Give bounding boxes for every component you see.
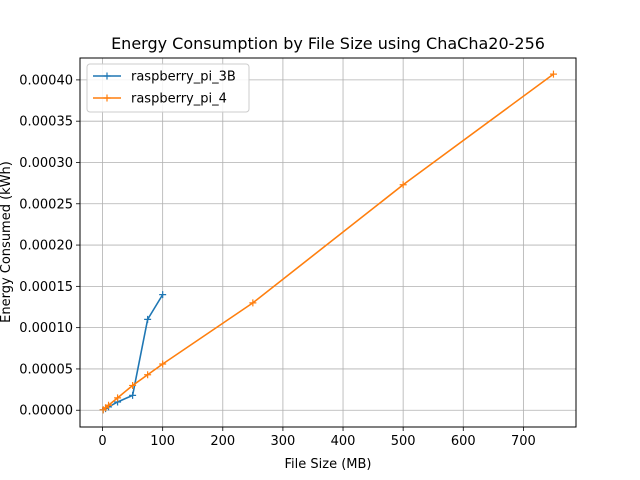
x-tick-label: 200: [210, 434, 235, 449]
x-tick-label: 0: [98, 434, 106, 449]
y-axis-label: Energy Consumed (kWh): [0, 161, 14, 323]
y-tick-label: 0.00000: [19, 404, 73, 419]
data-point: [144, 315, 152, 323]
y-tick-label: 0.00010: [19, 321, 73, 336]
data-point: [129, 381, 137, 389]
x-tick-label: 700: [511, 434, 536, 449]
plot-area: [80, 58, 576, 427]
data-point: [114, 394, 122, 402]
y-tick-label: 0.00040: [19, 73, 73, 88]
legend-label: raspberry_pi_3B: [131, 70, 236, 85]
data-point: [144, 371, 152, 379]
data-point: [159, 360, 167, 368]
y-tick-label: 0.00030: [19, 156, 73, 171]
y-tick-label: 0.00020: [19, 239, 73, 254]
x-tick-label: 400: [331, 434, 356, 449]
data-point: [105, 401, 113, 409]
y-tick-label: 0.00035: [19, 115, 73, 130]
series-line: [102, 73, 554, 411]
x-tick-label: 100: [150, 434, 175, 449]
y-axis: 0.00000 0.00005 0.00010 0.00015 0.00020 0.000…: [19, 73, 80, 419]
x-axis: 0 100 200 300 400 500 600 700: [98, 427, 536, 449]
y-tick-label: 0.00025: [19, 197, 73, 212]
y-tick-label: 0.00015: [19, 280, 73, 295]
series-layer: [99, 70, 557, 414]
x-tick-label: 300: [270, 434, 295, 449]
x-tick-label: 600: [451, 434, 476, 449]
legend-box: [86, 63, 250, 113]
legend-marker: [103, 72, 111, 80]
plot-frame: [79, 57, 577, 428]
chart-title: Energy Consumption by File Size using Ch…: [111, 34, 545, 53]
x-tick-label: 500: [391, 434, 416, 449]
data-point: [129, 391, 137, 399]
x-axis-label: File Size (MB): [285, 457, 372, 472]
legend-marker: [103, 94, 111, 102]
legend: raspberry_pi_3B raspberry_pi_4: [86, 63, 250, 113]
grid: [80, 58, 576, 427]
data-point: [249, 299, 257, 307]
data-point: [549, 70, 557, 78]
data-point: [399, 181, 407, 189]
legend-label: raspberry_pi_4: [131, 92, 227, 107]
data-point: [159, 291, 167, 299]
y-tick-label: 0.00005: [19, 362, 73, 377]
series-raspberry_pi_4: [99, 70, 557, 414]
